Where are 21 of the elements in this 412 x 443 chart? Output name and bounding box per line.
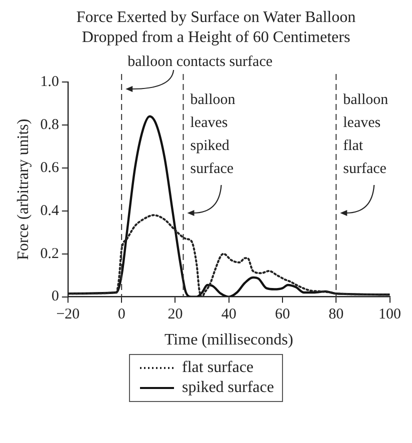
y-tick-label: 1.0 [40, 74, 59, 90]
y-axis-title: Force (arbitrary units) [14, 118, 32, 260]
y-tick-label: 0.4 [40, 202, 60, 219]
ref-line-label: balloon contacts surface [128, 54, 273, 70]
x-tick-label: 60 [274, 306, 290, 323]
legend-label: flat surface [182, 358, 254, 378]
x-tick-label: 20 [168, 306, 183, 323]
ref-line-label: balloon leaves flat surface [343, 92, 389, 177]
chart-title: Force Exerted by Surface on Water Balloon Dropped from a Height of 60 Centimeters [75, 8, 357, 48]
x-tick-label: −20 [56, 306, 80, 323]
y-tick-label: 0.8 [40, 116, 59, 133]
ref-line-label: balloon leaves spiked surface [190, 92, 236, 177]
x-tick-label: 40 [221, 306, 236, 323]
y-tick-label: 0.2 [40, 246, 59, 262]
x-tick-label: 80 [328, 306, 344, 323]
x-axis-title: Time (milliseconds) [164, 332, 294, 349]
x-tick-label: 0 [118, 306, 126, 323]
y-tick-label: 0 [51, 288, 59, 305]
legend-label: spiked surface [182, 378, 274, 398]
y-tick-label: 0.6 [40, 160, 60, 176]
x-tick-label: 100 [378, 306, 401, 323]
